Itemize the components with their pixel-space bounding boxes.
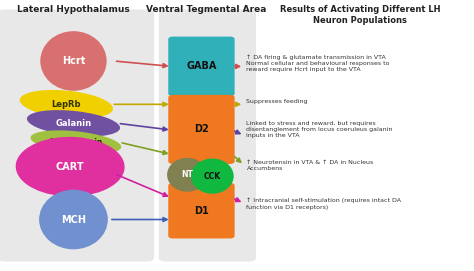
Text: CCK: CCK [204, 172, 221, 181]
Text: ↑ Neurotensin in VTA & ↑ DA in Nucleus
Accumbens: ↑ Neurotensin in VTA & ↑ DA in Nucleus A… [246, 160, 374, 171]
Ellipse shape [40, 31, 107, 91]
Text: Lateral Hypothalamus: Lateral Hypothalamus [17, 5, 130, 14]
Text: Linked to stress and reward, but requires
disentanglement from locus coeruleus g: Linked to stress and reward, but require… [246, 121, 393, 138]
Text: D1: D1 [194, 206, 209, 216]
Text: ↑ DA firing & glutamate transmission in VTA
Normal cellular and behavioural resp: ↑ DA firing & glutamate transmission in … [246, 54, 390, 72]
Ellipse shape [191, 159, 234, 194]
Text: Hcrt: Hcrt [62, 56, 85, 66]
Text: CART: CART [56, 162, 84, 172]
Text: Suppresses feeding: Suppresses feeding [246, 99, 308, 104]
Text: NT: NT [181, 170, 193, 179]
Text: ↑ Intracranial self-stimulation (requires intact DA
function via D1 receptors): ↑ Intracranial self-stimulation (require… [246, 198, 401, 210]
FancyBboxPatch shape [159, 9, 256, 262]
Ellipse shape [39, 190, 108, 249]
Ellipse shape [16, 137, 125, 196]
Text: LepRb: LepRb [52, 100, 81, 109]
FancyBboxPatch shape [168, 183, 235, 238]
Text: Galanin: Galanin [55, 119, 91, 128]
Text: D2: D2 [194, 124, 209, 134]
FancyBboxPatch shape [168, 95, 235, 164]
Ellipse shape [30, 130, 121, 154]
FancyBboxPatch shape [0, 9, 154, 262]
Ellipse shape [20, 90, 113, 119]
Ellipse shape [27, 110, 120, 137]
Text: Neurotensin: Neurotensin [49, 138, 102, 147]
Text: Results of Activating Different LH
Neuron Populations: Results of Activating Different LH Neuro… [280, 5, 440, 25]
Text: GABA: GABA [186, 62, 217, 71]
Ellipse shape [167, 158, 208, 192]
FancyBboxPatch shape [168, 37, 235, 96]
Text: Ventral Tegmental Area: Ventral Tegmental Area [146, 5, 266, 14]
Text: MCH: MCH [61, 215, 86, 224]
